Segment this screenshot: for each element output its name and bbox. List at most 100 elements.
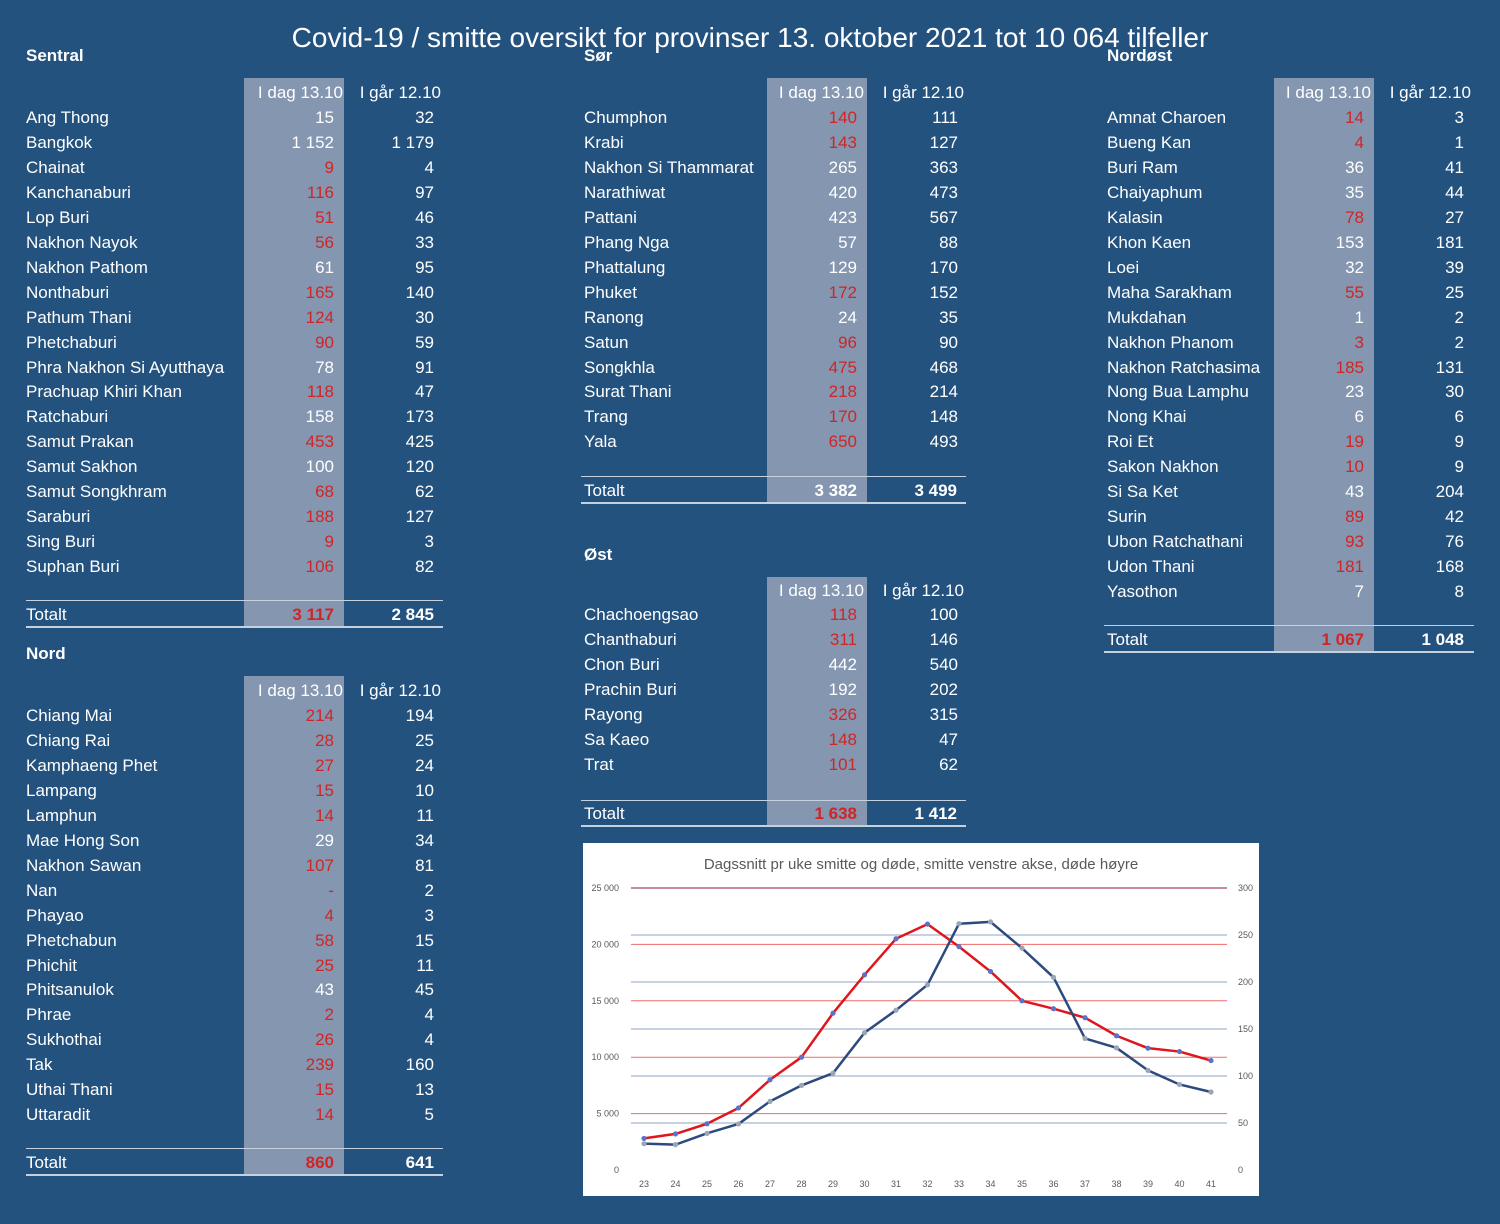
province-name: Rayong [584, 704, 643, 724]
table-row: Chon Buri 442 540 [581, 652, 1001, 677]
yesterday-value: 2 [1454, 332, 1464, 352]
today-value: 442 [828, 654, 857, 674]
total-underline [581, 825, 966, 827]
total-underline [26, 1174, 443, 1176]
table-row: Phayao 4 3 [26, 903, 446, 928]
region-title: Øst [584, 545, 613, 564]
table-row: Ubon Ratchathani 93 76 [1104, 529, 1500, 554]
series-point-right [956, 921, 962, 927]
x-tick-label: 41 [1206, 1179, 1216, 1189]
table-row: Loei 32 39 [1104, 255, 1500, 280]
province-name: Khon Kaen [1107, 232, 1192, 252]
table-row: Phichit 25 11 [26, 953, 446, 978]
table-row: Nan - 2 [26, 878, 446, 903]
province-name: Nakhon Ratchasima [1107, 357, 1261, 377]
region-title: Sentral [26, 46, 84, 65]
today-value: 3 [1354, 332, 1364, 352]
table-row: Samut Prakan 453 425 [26, 429, 446, 454]
x-tick-label: 36 [1048, 1179, 1058, 1189]
province-name: Mukdahan [1107, 307, 1187, 327]
today-value: 32 [1345, 257, 1364, 277]
today-value: 89 [1345, 507, 1364, 527]
yesterday-value: 35 [939, 307, 958, 327]
total-yesterday: 3 499 [914, 481, 957, 500]
today-value: 188 [305, 507, 334, 527]
province-name: Ang Thong [26, 108, 109, 127]
total-rule [581, 476, 966, 477]
yesterday-value: 10 [415, 780, 434, 800]
today-value: 61 [315, 257, 334, 277]
table-row: Bueng Kan 4 1 [1104, 130, 1500, 155]
province-name: Udon Thani [1107, 557, 1195, 577]
x-tick-label: 35 [1017, 1179, 1027, 1189]
series-point-left [1145, 1045, 1151, 1051]
total-label: Totalt [26, 605, 67, 624]
series-point-right [1176, 1081, 1183, 1088]
province-name: Pattani [584, 207, 637, 227]
today-value: 158 [305, 407, 334, 427]
province-name: Phichit [26, 955, 78, 975]
yesterday-value: 2 [424, 880, 434, 900]
table-row: Chiang Mai 214 194 [26, 703, 446, 728]
yesterday-value: 3 [1454, 108, 1464, 127]
yesterday-value: 90 [939, 332, 958, 352]
today-value: 100 [305, 457, 334, 477]
total-rule [26, 600, 443, 601]
today-column-shade [244, 78, 344, 627]
series-point-left [924, 921, 931, 927]
today-value: 15 [315, 108, 334, 127]
table-row: Buri Ram 36 41 [1104, 155, 1500, 180]
yesterday-value: 30 [415, 307, 434, 327]
today-value: 4 [1354, 132, 1364, 152]
province-name: Amnat Charoen [1107, 108, 1227, 127]
chart-ticks: 0 5 000 10 000 15 000 20 000 25 000 0 50 100 150 2… [591, 883, 1253, 1189]
today-column-shade [767, 577, 867, 826]
province-name: Nong Bua Lamphu [1107, 382, 1249, 402]
x-tick-label: 29 [828, 1179, 838, 1189]
yesterday-value: 34 [415, 830, 434, 850]
x-tick-label: 39 [1143, 1179, 1153, 1189]
today-value: 57 [838, 232, 857, 252]
table-row: Sukhothai 26 4 [26, 1027, 446, 1052]
total-label: Totalt [26, 1153, 67, 1172]
province-name: Phattalung [584, 257, 666, 277]
chart-title: Dagssnitt pr uke smitte og døde, smitte … [704, 856, 1138, 873]
yesterday-value: 30 [1445, 382, 1464, 402]
today-value: 23 [1345, 382, 1364, 402]
total-row: Totalt 3 117 2 845 [26, 602, 443, 627]
today-value: 90 [315, 332, 334, 352]
province-name: Sing Buri [26, 532, 95, 552]
today-column-shade [1274, 78, 1374, 651]
today-value: 9 [324, 532, 334, 552]
province-name: Bueng Kan [1107, 132, 1192, 152]
yesterday-value: 1 [1454, 132, 1464, 152]
total-underline [581, 502, 966, 504]
province-name: Chachoengsao [584, 605, 699, 624]
yesterday-value: 25 [1445, 282, 1464, 302]
province-name: Phrae [26, 1005, 72, 1025]
series-point-right [735, 1121, 742, 1127]
province-name: Saraburi [26, 507, 91, 527]
today-value: 185 [1335, 357, 1364, 377]
province-name: Loei [1107, 257, 1140, 277]
today-value: 265 [828, 157, 857, 177]
x-tick-label: 25 [702, 1179, 712, 1189]
province-name: Satun [584, 332, 629, 352]
province-name: Nakhon Sawan [26, 855, 142, 875]
x-tick-label: 26 [733, 1179, 743, 1189]
today-value: 218 [828, 382, 857, 402]
header-yesterday: I går 12.10 [359, 681, 441, 700]
total-rule [581, 800, 966, 801]
table-row: Trang 170 148 [581, 404, 1001, 429]
yesterday-value: 59 [415, 332, 434, 352]
series-point-left [1113, 1033, 1120, 1039]
chart-series [641, 919, 1214, 1148]
today-value: 1 152 [291, 132, 334, 152]
yesterday-value: 146 [929, 629, 958, 649]
y-right-tick-label: 300 [1238, 883, 1253, 893]
table-row: Amnat Charoen 14 3 [1104, 105, 1500, 130]
province-name: Nonthaburi [26, 282, 110, 302]
table-row: Nakhon Nayok 56 33 [26, 230, 446, 255]
today-value: 475 [828, 357, 857, 377]
yesterday-value: 24 [415, 755, 434, 775]
